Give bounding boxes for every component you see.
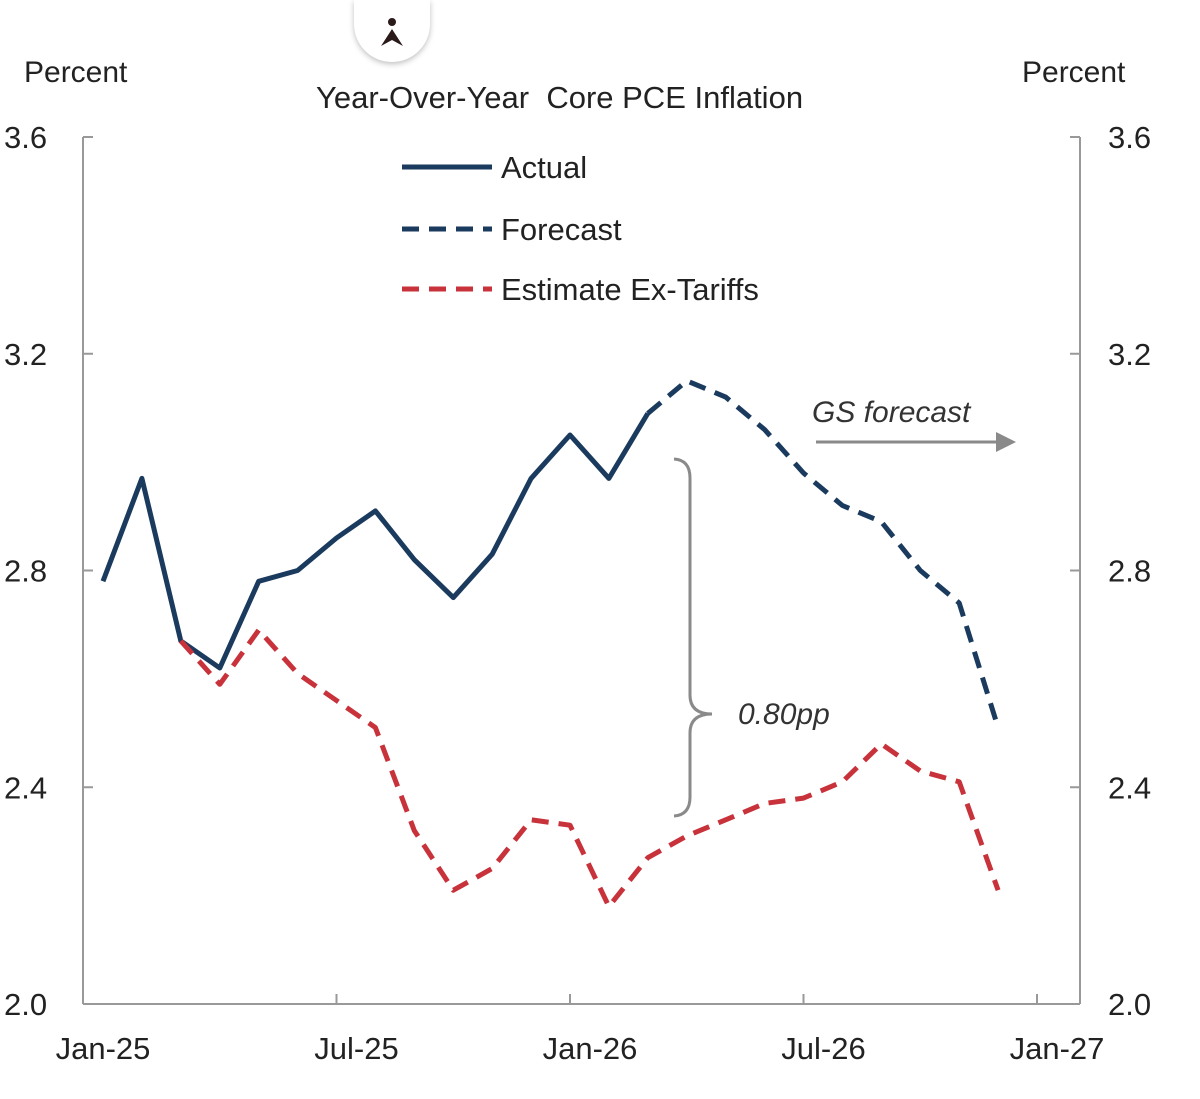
y-ticks: 2.0 2.0 2.4 2.4 2.8 2.8 3.2 3.2 3.6 3.6: [4, 120, 1151, 1022]
x-tick-label: Jan-26: [543, 1031, 638, 1066]
person-pin-icon: [381, 18, 403, 46]
legend: Actual Forecast Estimate Ex-Tariffs: [402, 150, 759, 307]
series-line-forecast: [646, 378, 1001, 729]
y-tick-label-right: 2.4: [1108, 770, 1151, 805]
gap-label: 0.80pp: [738, 698, 830, 731]
legend-label-ex-tariffs: Estimate Ex-Tariffs: [501, 272, 759, 307]
y-tick-label-right: 3.6: [1108, 120, 1151, 155]
y-tick-label-left: 2.0: [4, 987, 47, 1022]
annotations: GS forecast 0.80pp: [673, 396, 1016, 818]
x-tick-label: Jan-27: [1010, 1031, 1105, 1066]
x-ticks: Jan-25 Jul-25 Jan-26 Jul-26 Jan-27: [56, 994, 1105, 1066]
gs-forecast-arrow-head: [996, 432, 1016, 452]
legend-label-actual: Actual: [501, 150, 587, 185]
cursor-badge[interactable]: [354, 0, 430, 62]
y-tick-label-right: 2.8: [1108, 554, 1151, 589]
x-tick-label: Jul-26: [781, 1031, 865, 1066]
y-axis-right-label: Percent: [1022, 56, 1126, 89]
y-tick-label-left: 3.6: [4, 120, 47, 155]
y-axis-left-label: Percent: [24, 56, 128, 89]
gap-brace: [673, 457, 713, 818]
legend-label-forecast: Forecast: [501, 212, 622, 247]
y-tick-label-right: 3.2: [1108, 337, 1151, 372]
x-tick-label: Jul-25: [314, 1031, 398, 1066]
y-tick-label-right: 2.0: [1108, 987, 1151, 1022]
x-tick-label: Jan-25: [56, 1031, 151, 1066]
series-line-actual: [100, 412, 650, 671]
y-tick-label-left: 2.8: [4, 554, 47, 589]
series-group: [100, 378, 1001, 909]
chart-title: Year-Over-Year Core PCE Inflation: [316, 80, 803, 115]
gs-forecast-label: GS forecast: [812, 396, 972, 429]
y-tick-label-left: 2.4: [4, 770, 47, 805]
y-tick-label-left: 3.2: [4, 337, 47, 372]
axes: [82, 137, 1081, 1005]
series-line-ex-tariffs: [178, 627, 1001, 909]
